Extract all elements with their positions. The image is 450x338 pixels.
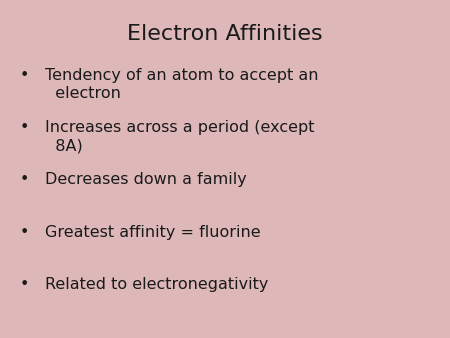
- Text: Tendency of an atom to accept an
  electron: Tendency of an atom to accept an electro…: [45, 68, 319, 101]
- Text: Increases across a period (except
  8A): Increases across a period (except 8A): [45, 120, 315, 153]
- Text: Greatest affinity = fluorine: Greatest affinity = fluorine: [45, 225, 261, 240]
- Text: Related to electronegativity: Related to electronegativity: [45, 277, 268, 292]
- Text: •: •: [20, 277, 29, 292]
- Text: •: •: [20, 120, 29, 135]
- Text: •: •: [20, 172, 29, 187]
- Text: Electron Affinities: Electron Affinities: [127, 24, 323, 44]
- Text: •: •: [20, 68, 29, 82]
- Text: Decreases down a family: Decreases down a family: [45, 172, 247, 187]
- Text: •: •: [20, 225, 29, 240]
